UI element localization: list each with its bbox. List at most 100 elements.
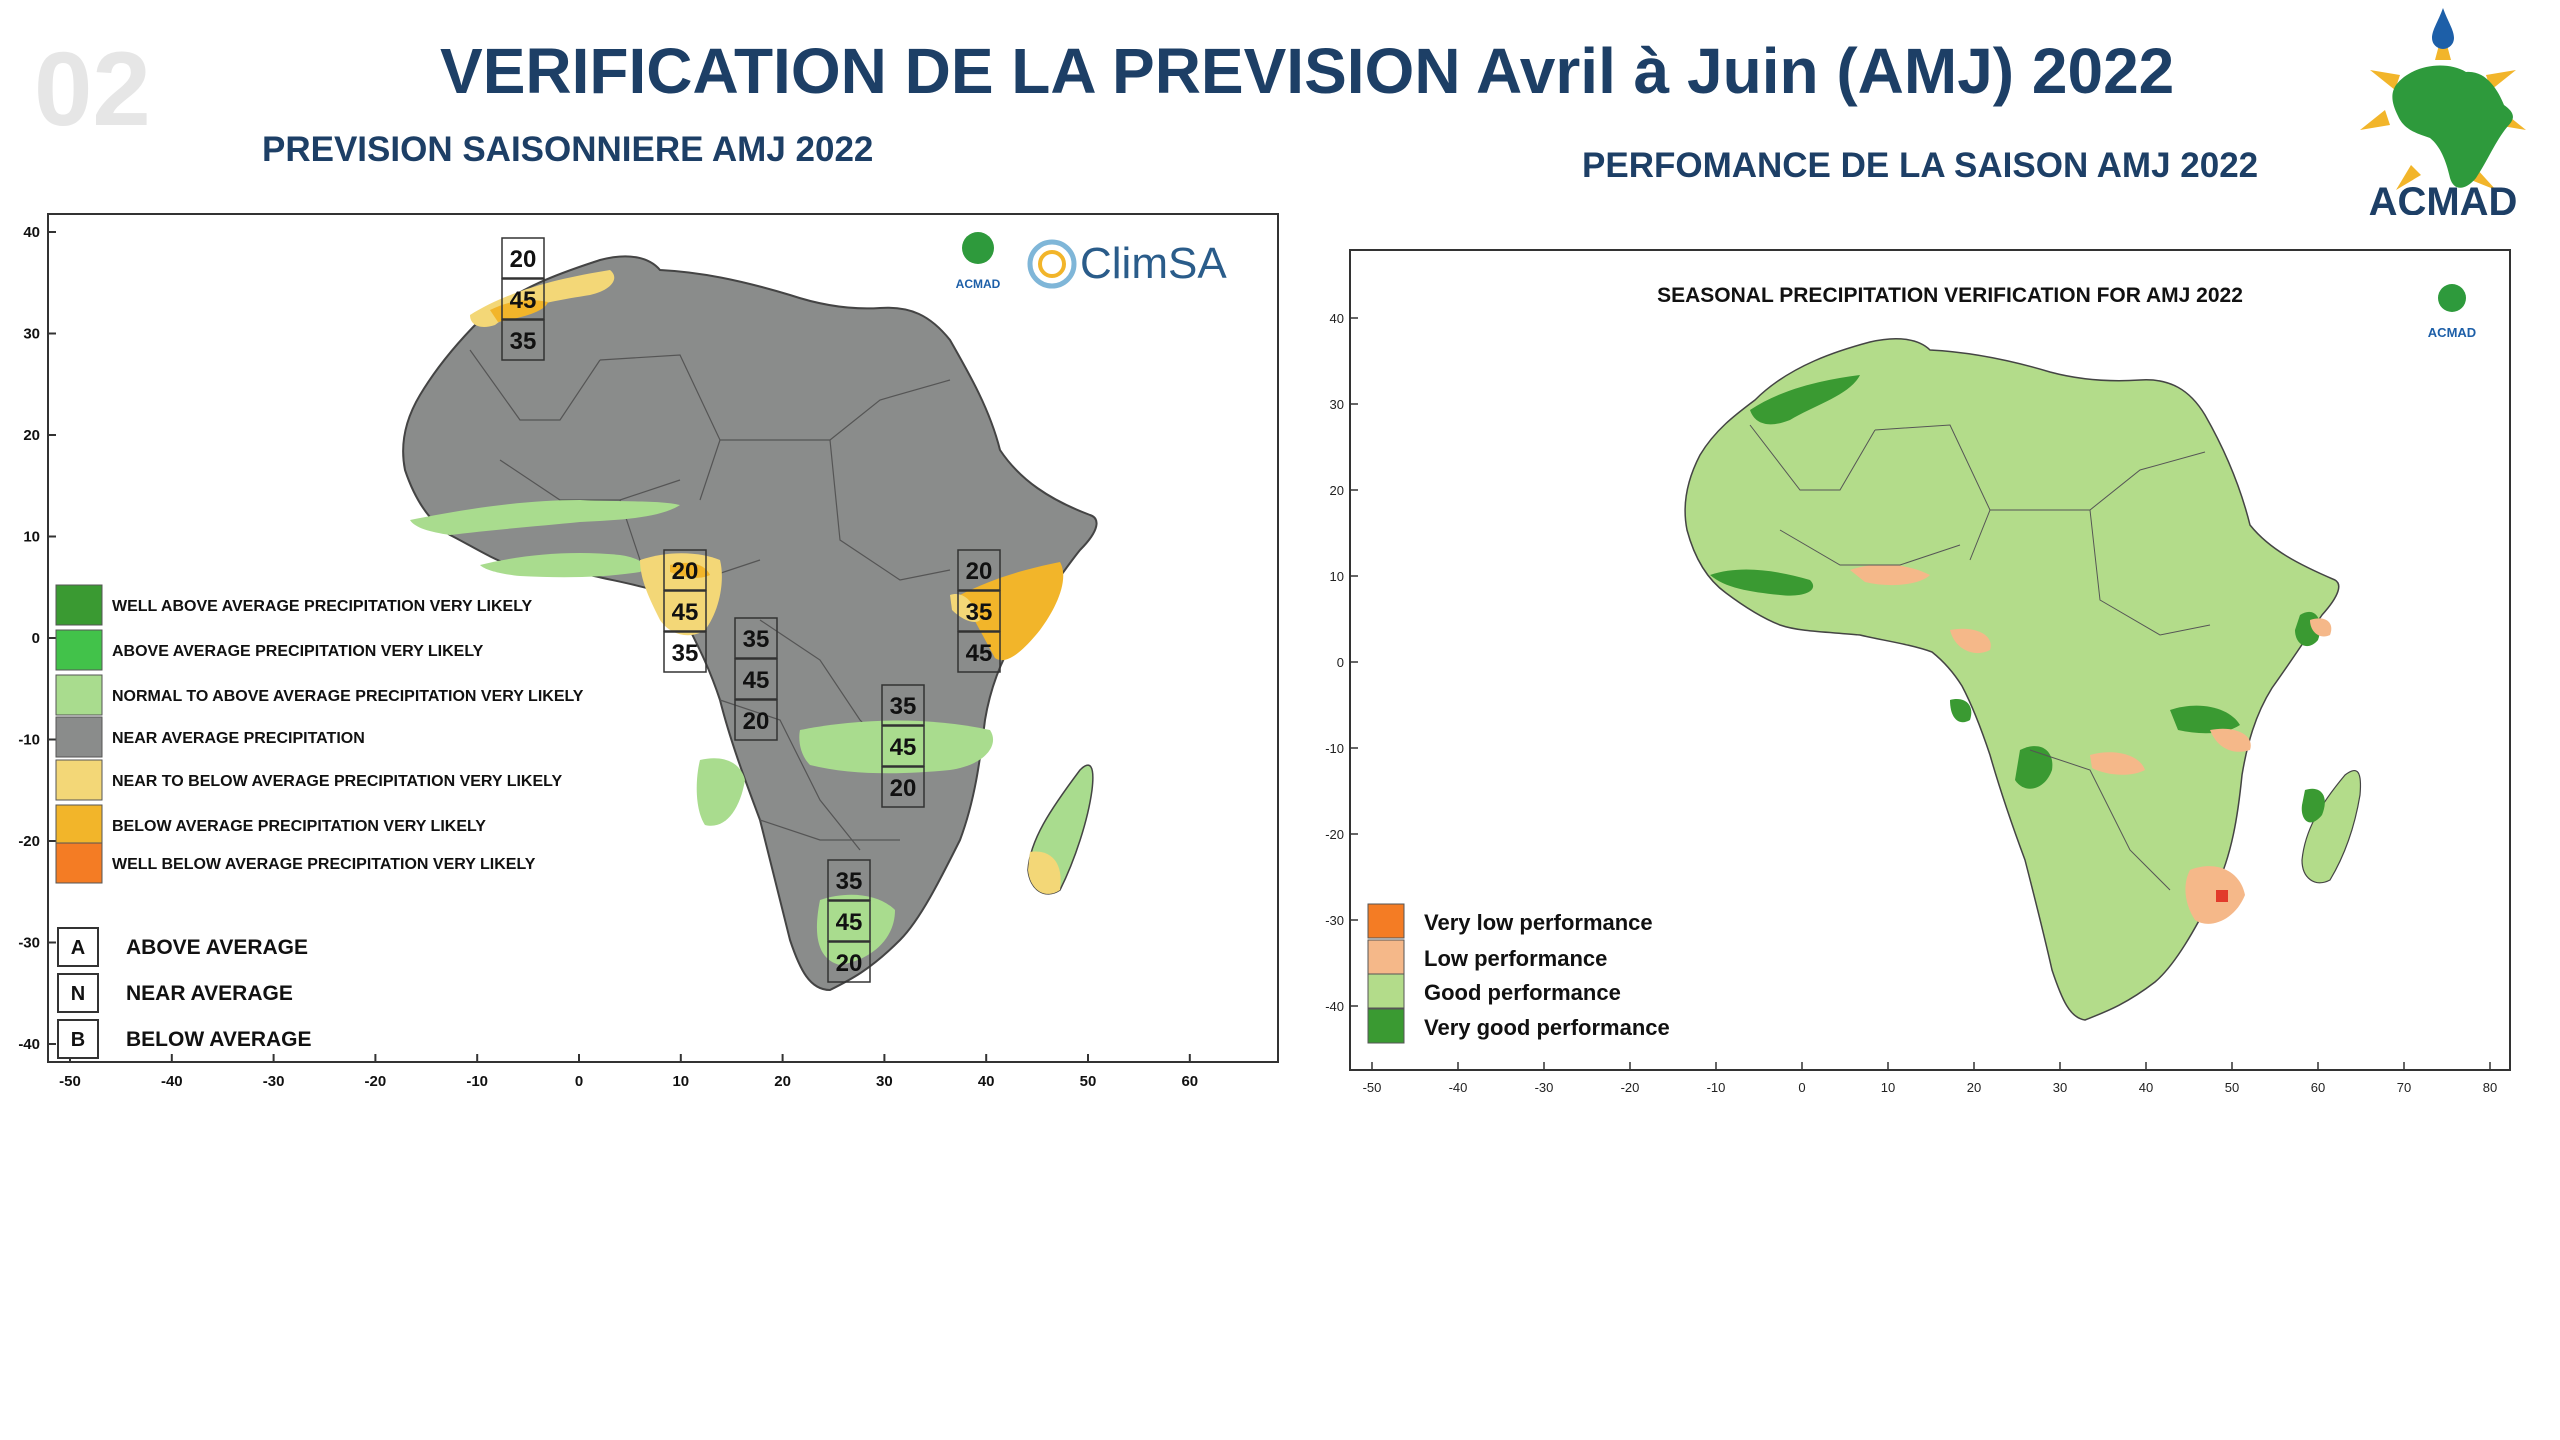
probability-box-cell — [663, 631, 707, 673]
verification-x-tick-label: 60 — [2311, 1080, 2325, 1095]
zone-north-orange — [490, 300, 548, 322]
abn-legend-label: ABOVE AVERAGE — [126, 936, 308, 959]
zone-south-green — [816, 894, 895, 965]
verification-x-tick-label: -40 — [1449, 1080, 1468, 1095]
probability-value: 45 — [836, 909, 863, 936]
probability-value: 35 — [510, 328, 537, 355]
probability-value: 35 — [966, 599, 993, 626]
abn-legend-letter: B — [71, 1029, 85, 1051]
madagascar-south — [1028, 851, 1061, 894]
verification-y-tick-label: 10 — [1330, 569, 1344, 584]
very-low-patch — [2216, 890, 2228, 902]
probability-box-cell — [881, 725, 925, 767]
very-good-patches — [1710, 375, 2325, 823]
probability-value: 35 — [836, 868, 863, 895]
forecast-x-tick-label: 10 — [672, 1073, 689, 1090]
forecast-x-tick-label: -20 — [365, 1073, 387, 1090]
forecast-x-tick-label: 0 — [575, 1073, 583, 1090]
probability-value: 20 — [672, 558, 699, 585]
probability-box-cell — [881, 684, 925, 726]
climsa-logo: ClimSA — [1027, 239, 1227, 289]
abn-legend-label: BELOW AVERAGE — [126, 1028, 312, 1051]
low-performance-patches — [1850, 564, 2332, 924]
zone-gulf-green — [480, 553, 644, 578]
forecast-y-tick-label: 40 — [23, 224, 40, 241]
verification-x-tick-label: 40 — [2139, 1080, 2153, 1095]
water-drop-icon — [2432, 8, 2454, 49]
probability-value: 20 — [743, 708, 770, 735]
probability-box-cell — [734, 658, 778, 700]
verification-legend-label: Very good performance — [1424, 1015, 1670, 1040]
verification-y-tick-label: -30 — [1325, 913, 1344, 928]
probability-box-cell — [734, 699, 778, 741]
probability-value: 45 — [890, 734, 917, 761]
probability-value: 35 — [890, 693, 917, 720]
verification-x-tick-label: -30 — [1535, 1080, 1554, 1095]
probability-box-cell — [501, 319, 545, 361]
forecast-acmad-logo-text: ACMAD — [956, 277, 1001, 291]
forecast-x-tick-label: -30 — [263, 1073, 285, 1090]
probability-value: 45 — [743, 667, 770, 694]
verification-x-tick-label: 50 — [2225, 1080, 2239, 1095]
verification-x-tick-label: 70 — [2397, 1080, 2411, 1095]
forecast-legend-swatch — [55, 716, 103, 758]
acmad-logo: ACMAD — [2326, 0, 2560, 215]
verification-legend-label: Good performance — [1424, 980, 1621, 1005]
forecast-y-tick-label: -30 — [18, 935, 40, 952]
probability-value: 35 — [743, 626, 770, 653]
abn-legend-box — [57, 927, 99, 967]
verification-y-axis: 40 30 20 10 0 -10 -20 -30 -40 — [1325, 311, 1358, 1014]
probability-value: 20 — [890, 775, 917, 802]
climsa-logo-text: ClimSA — [1080, 239, 1227, 288]
verification-x-tick-label: 30 — [2053, 1080, 2067, 1095]
forecast-legend-swatch — [55, 629, 103, 671]
verification-x-tick-label: 20 — [1967, 1080, 1981, 1095]
verification-legend-label: Very low performance — [1424, 910, 1653, 935]
forecast-legend: WELL ABOVE AVERAGE PRECIPITATION VERY LI… — [55, 584, 584, 884]
forecast-x-tick-label: 40 — [978, 1073, 995, 1090]
probability-value: 20 — [836, 950, 863, 977]
verification-y-tick-label: 20 — [1330, 483, 1344, 498]
forecast-y-tick-label: -10 — [18, 732, 40, 749]
verification-map-panel: SEASONAL PRECIPITATION VERIFICATION FOR … — [1310, 230, 2560, 1110]
abn-legend-letter: A — [71, 937, 85, 959]
forecast-legend-label: ABOVE AVERAGE PRECIPITATION VERY LIKELY — [112, 643, 484, 660]
verification-map: SEASONAL PRECIPITATION VERIFICATION FOR … — [1325, 249, 2511, 1095]
probability-box-cell — [663, 549, 707, 591]
verification-x-tick-label: -20 — [1621, 1080, 1640, 1095]
forecast-legend-swatch — [55, 759, 103, 801]
country-borders-verification — [1749, 424, 2211, 891]
forecast-subtitle: PREVISION SAISONNIERE AMJ 2022 — [262, 130, 874, 169]
verification-x-tick-label: 80 — [2483, 1080, 2497, 1095]
verification-y-tick-label: 0 — [1337, 655, 1344, 670]
forecast-x-tick-label: -40 — [161, 1073, 183, 1090]
verification-x-axis: -50 -40 -30 -20 -10 0 10 20 30 40 50 60 70 80 — [1363, 1062, 2497, 1095]
probability-value: 35 — [672, 640, 699, 667]
probability-value: 45 — [966, 640, 993, 667]
forecast-x-tick-label: -50 — [59, 1073, 81, 1090]
forecast-x-tick-label: 20 — [774, 1073, 791, 1090]
forecast-legend-swatch — [55, 804, 103, 846]
probability-value: 20 — [510, 246, 537, 273]
verification-y-tick-label: -10 — [1325, 741, 1344, 756]
probability-box-cell — [501, 237, 545, 279]
slide-number: 02 — [34, 31, 151, 148]
forecast-map: 40 30 20 10 0 -10 -20 -30 -40 -50 -40 -30 -20 -10 0 10… — [18, 213, 1279, 1090]
zone-southwest-green — [696, 758, 745, 826]
forecast-legend-label: BELOW AVERAGE PRECIPITATION VERY LIKELY — [112, 818, 486, 835]
zone-horn-orange — [960, 562, 1064, 661]
africa-icon — [2392, 65, 2513, 188]
forecast-legend-label: WELL BELOW AVERAGE PRECIPITATION VERY LI… — [112, 856, 536, 873]
zone-sahel-green — [410, 500, 680, 535]
verification-legend-label: Low performance — [1424, 946, 1607, 971]
acmad-logo-text: ACMAD — [2369, 180, 2518, 215]
forecast-abn-legend: A ABOVE AVERAGE N NEAR AVERAGE B BELOW AVERAG… — [57, 927, 312, 1059]
zone-east-green — [799, 720, 994, 774]
forecast-legend-label: NORMAL TO ABOVE AVERAGE PRECIPITATION VE… — [112, 688, 584, 705]
verification-y-tick-label: -20 — [1325, 827, 1344, 842]
probability-box-cell — [957, 549, 1001, 591]
forecast-y-tick-label: 0 — [32, 630, 40, 647]
madagascar-verification — [2301, 770, 2362, 884]
probability-box-cell — [501, 278, 545, 320]
probability-boxes: 20 45 35 20 45 35 35 45 20 35 45 20 20 35 45 35 45 20 — [501, 237, 1001, 983]
